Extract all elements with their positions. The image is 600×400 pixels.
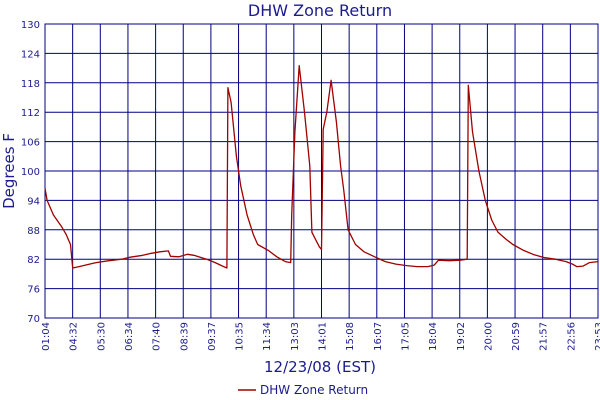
y-axis-label: Degrees F [0, 133, 18, 209]
x-tick-label: 05:30 [96, 322, 107, 351]
x-tick-label: 10:35 [235, 322, 246, 351]
x-axis-ticks: 01:04 04:32 05:30 06:34 07:40 08:39 09:37 10:35… [41, 322, 600, 351]
y-tick-label: 82 [27, 255, 40, 266]
x-tick-label: 19:02 [456, 322, 467, 351]
y-tick-label: 130 [21, 20, 40, 31]
x-tick-label: 21:57 [539, 322, 550, 351]
y-tick-label: 70 [27, 314, 40, 325]
x-tick-label: 22:56 [566, 322, 577, 351]
x-tick-label: 06:34 [124, 322, 135, 351]
x-tick-label: 14:01 [318, 322, 329, 351]
x-tick-label: 11:34 [262, 322, 273, 351]
x-tick-label: 09:37 [207, 322, 218, 351]
y-tick-label: 100 [21, 167, 40, 178]
y-tick-label: 106 [21, 138, 40, 149]
x-tick-label: 01:04 [41, 322, 52, 351]
x-tick-label: 16:07 [373, 322, 384, 351]
grid-lines [45, 24, 598, 318]
legend: DHW Zone Return [238, 383, 368, 397]
x-tick-label: 13:03 [290, 322, 301, 351]
x-axis-label: 12/23/08 (EST) [264, 358, 376, 376]
x-tick-label: 17:05 [400, 322, 411, 351]
x-tick-label: 08:39 [179, 322, 190, 351]
x-tick-label: 23:53 [594, 322, 600, 351]
x-tick-label: 07:40 [152, 322, 163, 351]
x-tick-label: 18:04 [428, 322, 439, 351]
x-tick-label: 20:59 [511, 322, 522, 351]
y-axis-ticks: 70 76 82 88 94 100 106 112 118 124 130 [21, 20, 40, 325]
y-tick-label: 124 [21, 49, 40, 60]
x-tick-label: 15:08 [345, 322, 356, 351]
y-tick-label: 94 [27, 196, 40, 207]
y-tick-label: 118 [21, 79, 40, 90]
x-tick-label: 20:00 [483, 322, 494, 351]
series-line-dhw-zone-return [44, 65, 599, 269]
y-tick-label: 88 [27, 226, 40, 237]
chart-title: DHW Zone Return [248, 1, 392, 20]
legend-label: DHW Zone Return [260, 383, 368, 397]
y-tick-label: 112 [21, 108, 40, 119]
x-tick-label: 04:32 [69, 322, 80, 351]
y-tick-label: 76 [27, 285, 40, 296]
